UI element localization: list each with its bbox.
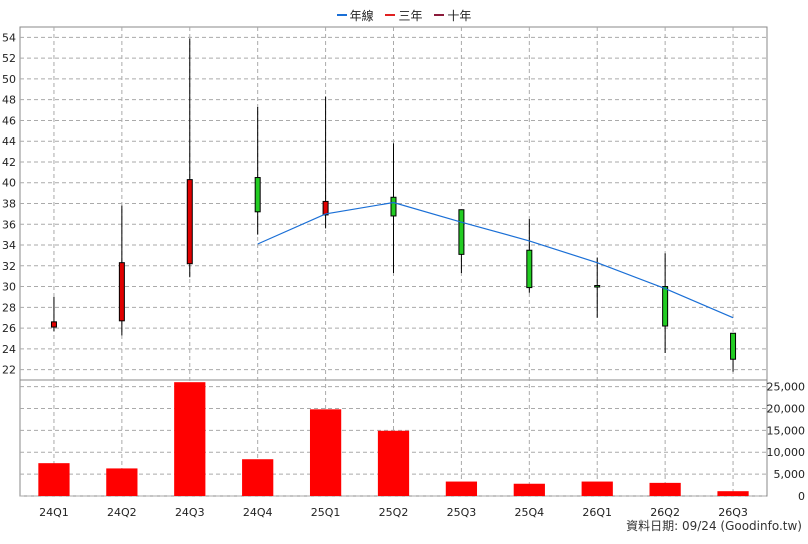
volume-bar [717,491,749,496]
price-tick-label: 28 [2,301,16,314]
x-tick-label: 25Q3 [447,506,477,519]
price-tick-label: 50 [2,73,16,86]
volume-bar [174,382,206,496]
price-tick-label: 54 [2,31,16,44]
price-tick-label: 44 [2,135,16,148]
volume-tick-label: 0 [798,490,805,503]
price-tick-label: 48 [2,94,16,107]
legend-item-ten-year: 十年 [434,7,471,24]
volume-tick-label: 15,000 [767,424,806,437]
price-tick-label: 32 [2,260,16,273]
legend-label-three-year: 三年 [398,8,423,23]
volume-bar [106,468,138,496]
volume-bar [309,409,342,496]
price-tick-label: 42 [2,156,16,169]
x-tick-label: 25Q1 [311,506,341,519]
volume-bar [581,481,613,496]
price-tick-label: 38 [2,198,16,211]
volume-tick-label: 20,000 [767,402,806,415]
legend-label-ten-year: 十年 [447,8,472,23]
candle-body [390,196,397,217]
price-tick-label: 36 [2,218,16,231]
chart-legend: 年線 三年 十年 [0,5,808,24]
price-tick-label: 30 [2,281,16,294]
volume-bar [513,483,545,496]
x-tick-label: 26Q3 [718,506,748,519]
legend-item-three-year: 三年 [385,7,423,24]
x-tick-label: 24Q4 [243,506,273,519]
legend-swatch-ten-year [434,14,445,16]
candle-body [254,177,261,213]
volume-tick-label: 10,000 [767,446,806,459]
candle-body [662,286,669,327]
candle-body [730,332,737,360]
legend-item-annual-line: 年線 [336,7,374,24]
price-tick-label: 24 [2,343,16,356]
x-tick-label: 26Q2 [650,506,680,519]
candle-body [594,285,601,288]
candle-body [186,179,193,265]
price-tick-label: 34 [2,239,16,252]
candle-body [526,249,533,289]
x-tick-label: 24Q1 [39,506,69,519]
volume-tick-label: 5,000 [774,468,806,481]
volume-bar [649,482,681,496]
volume-tick-label: 25,000 [767,381,806,394]
annual-line-series [257,201,734,319]
volume-bar [38,463,70,496]
candle-body [50,321,57,328]
volume-bar [242,459,274,496]
x-tick-label: 24Q3 [175,506,205,519]
legend-label-annual-line: 年線 [349,8,374,23]
source-note: 資料日期: 09/24 (Goodinfo.tw) [626,519,802,533]
volume-bar [377,430,410,496]
price-tick-label: 26 [2,322,16,335]
price-tick-label: 40 [2,177,16,190]
price-tick-label: 22 [2,364,16,377]
legend-swatch-annual-line [336,14,347,16]
legend-swatch-three-year [385,14,396,16]
price-tick-label: 52 [2,52,16,65]
volume-bar [445,481,478,496]
price-tick-label: 46 [2,114,16,127]
candle-body [322,200,329,216]
x-tick-label: 25Q4 [514,506,544,519]
x-tick-label: 26Q1 [582,506,612,519]
candle-body [118,262,125,322]
x-tick-label: 24Q2 [107,506,137,519]
candle-body [458,209,465,255]
x-tick-label: 25Q2 [379,506,409,519]
